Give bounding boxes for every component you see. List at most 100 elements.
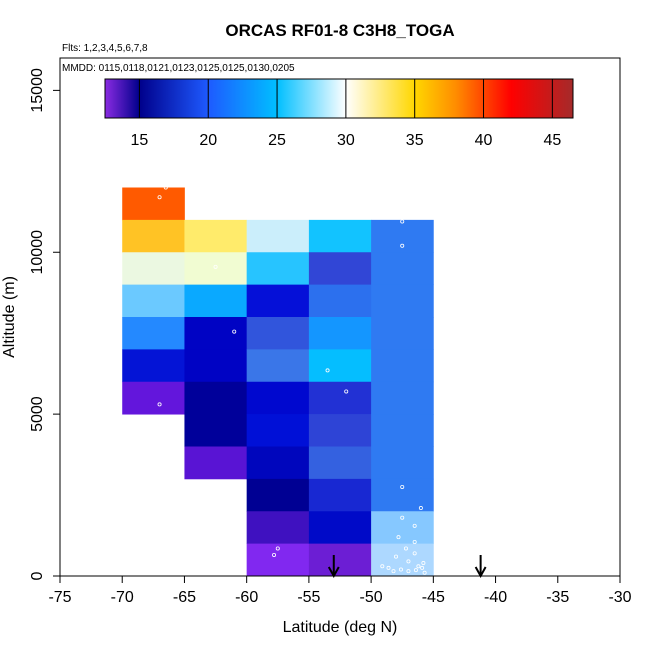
data-point — [213, 264, 218, 269]
heatmap-cell — [371, 284, 434, 318]
y-tick-label: 5000 — [29, 396, 46, 432]
colorbar-tick-label: 40 — [475, 132, 493, 149]
colorbar-tick-label: 15 — [131, 132, 149, 149]
data-point — [412, 540, 417, 545]
data-point — [400, 515, 405, 520]
heatmap-cell — [371, 349, 434, 383]
heatmap-cell — [246, 317, 310, 350]
heatmap-cell — [308, 252, 372, 286]
heatmap-cell — [246, 511, 310, 545]
data-point — [422, 570, 427, 575]
heatmap-cell — [371, 317, 434, 350]
data-point — [380, 564, 385, 569]
colorbar-tick-label: 20 — [199, 132, 217, 149]
data-point — [412, 551, 417, 556]
chart-title: ORCAS RF01-8 C3H8_TOGA — [225, 21, 454, 40]
data-point — [386, 565, 391, 570]
heatmap-cell — [184, 219, 248, 253]
data-point — [418, 506, 423, 511]
data-point — [344, 389, 349, 394]
colorbar-tick-label: 35 — [406, 132, 424, 149]
data-point — [396, 535, 401, 540]
colorbar-gradient — [104, 78, 574, 119]
data-point — [400, 484, 405, 489]
x-tick-label: -30 — [608, 589, 631, 606]
y-axis-label: Altitude (m) — [1, 276, 18, 358]
heatmap-cell — [246, 446, 310, 480]
x-tick-label: -40 — [484, 589, 507, 606]
data-point — [400, 243, 405, 248]
heatmap-cell — [308, 511, 372, 545]
heatmap-cell — [184, 414, 248, 447]
data-point — [275, 546, 280, 551]
heatmap-cell — [246, 543, 310, 577]
data-point — [157, 402, 162, 407]
heatmap-cell — [371, 446, 434, 480]
plot-frame — [59, 57, 621, 577]
heatmap-cell — [122, 187, 185, 221]
colorbar-tick-label: 30 — [337, 132, 355, 149]
data-point — [325, 368, 330, 373]
heatmap-cell — [308, 543, 372, 577]
heatmap-cell — [308, 446, 372, 480]
data-point — [398, 567, 403, 572]
flights-annotation: Flts: 1,2,3,4,5,6,7,8 — [62, 43, 148, 54]
heatmap-cell — [371, 252, 434, 286]
data-point — [412, 523, 417, 528]
heatmap-cell — [184, 446, 248, 480]
data-point — [406, 559, 411, 564]
data-point — [406, 569, 411, 574]
heatmap-cell — [184, 349, 248, 383]
observation-points — [157, 185, 427, 575]
y-tick-label: 0 — [29, 571, 46, 580]
heatmap-cell — [246, 414, 310, 447]
data-point — [403, 546, 408, 551]
heatmap-cell — [308, 381, 372, 415]
heatmap-cell — [371, 543, 434, 577]
y-axis: 0 5000 10000 15000 — [29, 68, 60, 580]
data-point — [163, 185, 168, 190]
heatmap-cell — [371, 478, 434, 512]
heatmap-cell — [122, 349, 185, 383]
heatmap-cell — [371, 511, 434, 545]
heatmap-cell — [308, 219, 372, 253]
heatmap-cell — [308, 414, 372, 447]
heatmap-cell — [246, 478, 310, 512]
y-tick-label: 10000 — [29, 230, 46, 275]
heatmap-cell — [308, 284, 372, 318]
dates-annotation: MMDD: 0115,0118,0121,0123,0125,0125,0130… — [62, 63, 295, 74]
y-tick-label: 15000 — [29, 68, 46, 113]
heatmap-cells — [122, 187, 434, 577]
heatmap-cell — [122, 317, 185, 350]
heatmap-cell — [184, 317, 248, 350]
x-tick-label: -75 — [48, 589, 71, 606]
x-tick-label: -65 — [173, 589, 196, 606]
heatmap-cell — [122, 219, 185, 253]
heatmap-cell — [246, 219, 310, 253]
data-point — [272, 552, 277, 557]
data-point — [416, 564, 421, 569]
heatmap-cell — [246, 252, 310, 286]
heatmap-cell — [122, 252, 185, 286]
heatmap-cell — [184, 381, 248, 415]
data-point — [232, 329, 237, 334]
data-point — [420, 565, 425, 570]
heatmap-cell — [308, 478, 372, 512]
x-tick-label: -45 — [422, 589, 445, 606]
data-point — [400, 219, 405, 224]
x-tick-label: -70 — [111, 589, 134, 606]
data-point — [157, 195, 162, 200]
heatmap-cell — [371, 381, 434, 415]
x-tick-label: -55 — [297, 589, 320, 606]
heatmap-cell — [122, 381, 185, 415]
data-point — [393, 554, 398, 559]
arrow-marker — [474, 555, 487, 579]
heatmap-cell — [246, 349, 310, 383]
heatmap-cell — [371, 414, 434, 447]
data-point — [413, 568, 418, 573]
data-point — [421, 561, 426, 566]
x-tick-label: -35 — [546, 589, 569, 606]
data-point — [391, 569, 396, 574]
colorbar: 15 20 25 30 35 40 45 — [104, 78, 574, 149]
